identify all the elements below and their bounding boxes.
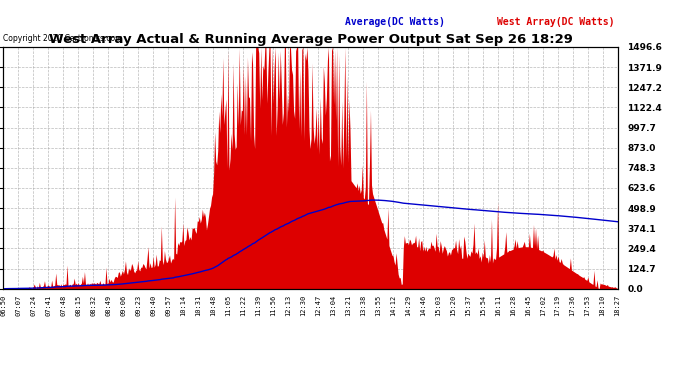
Title: West Array Actual & Running Average Power Output Sat Sep 26 18:29: West Array Actual & Running Average Powe… — [48, 33, 573, 46]
Text: Average(DC Watts): Average(DC Watts) — [345, 17, 445, 27]
Text: West Array(DC Watts): West Array(DC Watts) — [497, 17, 614, 27]
Text: Copyright 2020 Cartronics.com: Copyright 2020 Cartronics.com — [3, 34, 123, 43]
